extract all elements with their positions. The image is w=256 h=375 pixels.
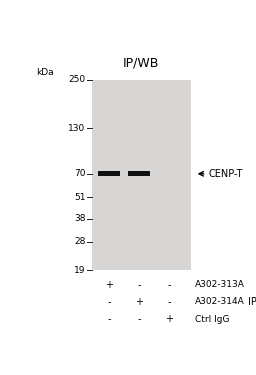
Text: CENP-T: CENP-T <box>209 169 243 179</box>
Text: +: + <box>165 314 173 324</box>
Text: +: + <box>105 280 113 290</box>
Text: 250: 250 <box>68 75 86 84</box>
Text: -: - <box>167 280 171 290</box>
Text: 70: 70 <box>74 169 86 178</box>
Bar <box>129 174 149 176</box>
Text: Ctrl IgG: Ctrl IgG <box>195 315 229 324</box>
Text: 51: 51 <box>74 193 86 202</box>
Text: 19: 19 <box>74 266 86 275</box>
Text: 38: 38 <box>74 214 86 223</box>
Text: -: - <box>108 297 111 307</box>
Text: A302-313A: A302-313A <box>195 280 244 289</box>
Text: A302-314A: A302-314A <box>195 297 244 306</box>
Text: 130: 130 <box>68 123 86 132</box>
Text: -: - <box>137 280 141 290</box>
Text: IP: IP <box>248 297 256 307</box>
Text: 28: 28 <box>74 237 86 246</box>
Text: -: - <box>167 297 171 307</box>
Text: -: - <box>137 314 141 324</box>
Text: kDa: kDa <box>36 68 54 77</box>
Text: IP/WB: IP/WB <box>123 57 159 69</box>
Text: +: + <box>135 297 143 307</box>
Bar <box>99 174 119 176</box>
Bar <box>99 171 120 176</box>
Bar <box>128 171 150 176</box>
Text: -: - <box>108 314 111 324</box>
Bar <box>92 80 191 270</box>
